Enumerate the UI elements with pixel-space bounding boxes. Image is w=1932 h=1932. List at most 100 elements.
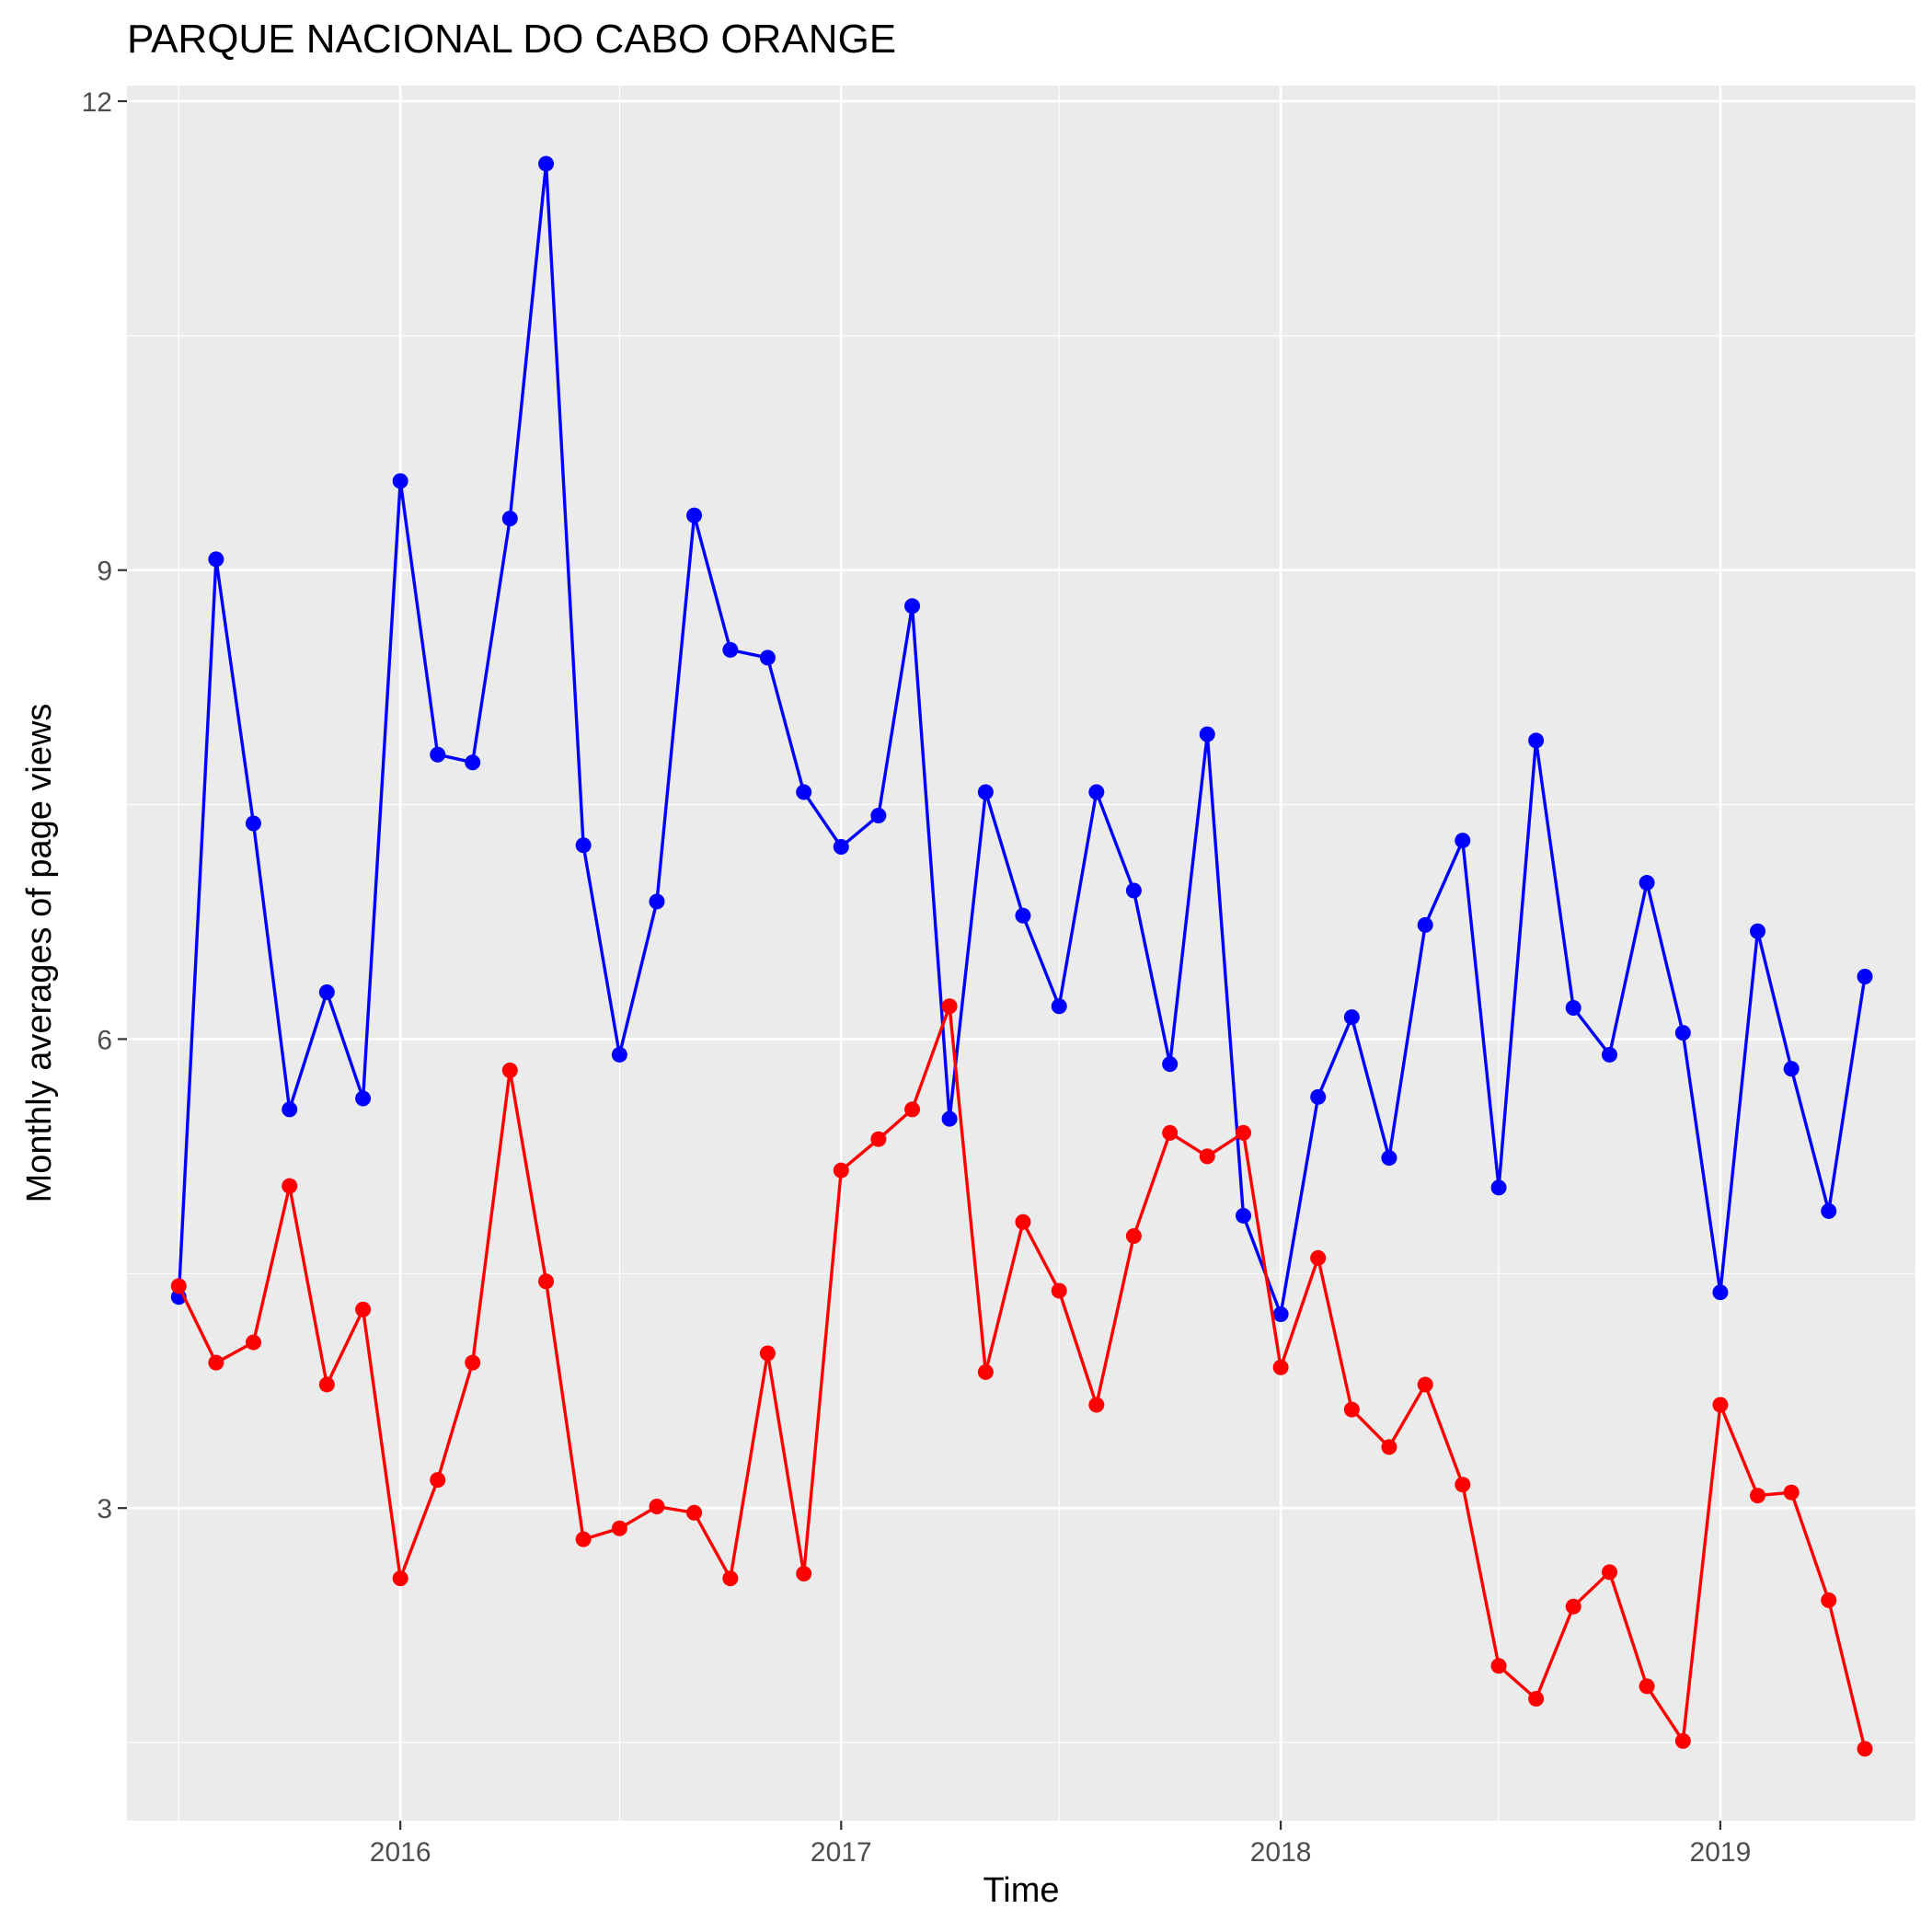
data-point xyxy=(941,1110,958,1127)
data-point xyxy=(1750,1488,1766,1504)
data-point xyxy=(170,1278,187,1294)
data-point xyxy=(501,511,518,527)
data-point xyxy=(1272,1359,1289,1375)
data-point xyxy=(318,1376,335,1393)
y-axis: 3 6 9 12 xyxy=(82,87,127,1524)
x-tick-label: 2018 xyxy=(1250,1837,1312,1868)
data-point xyxy=(1125,1228,1142,1245)
data-point xyxy=(1381,1150,1397,1167)
data-point xyxy=(1199,1148,1215,1165)
data-point xyxy=(1490,1658,1507,1674)
data-point xyxy=(796,784,812,800)
plot-panel xyxy=(127,86,1915,1821)
data-point xyxy=(1051,1282,1067,1299)
data-point xyxy=(208,551,224,568)
x-tick-label: 2017 xyxy=(811,1837,872,1868)
data-point xyxy=(904,598,921,615)
data-point xyxy=(1601,1046,1617,1063)
data-point xyxy=(686,507,703,523)
data-point xyxy=(465,754,481,771)
data-point xyxy=(1015,1213,1031,1230)
x-tick-label: 2016 xyxy=(370,1837,431,1868)
data-point xyxy=(977,1363,994,1380)
data-point xyxy=(1199,726,1215,742)
data-point xyxy=(1674,1025,1691,1041)
data-point xyxy=(245,815,261,832)
data-point xyxy=(1125,882,1142,899)
data-point xyxy=(430,1472,446,1489)
data-point xyxy=(904,1101,921,1118)
data-point xyxy=(1639,1678,1655,1695)
data-point xyxy=(501,1062,518,1078)
data-point xyxy=(686,1504,703,1521)
data-point xyxy=(575,1531,592,1547)
data-point xyxy=(649,893,665,910)
data-point xyxy=(282,1101,298,1118)
x-tick-label: 2019 xyxy=(1690,1837,1752,1868)
data-point xyxy=(392,1570,408,1587)
data-point xyxy=(1088,784,1105,800)
data-point xyxy=(1528,1690,1545,1707)
data-point xyxy=(611,1520,627,1536)
data-point xyxy=(318,983,335,1000)
y-tick-label: 3 xyxy=(97,1494,112,1524)
data-point xyxy=(538,1273,555,1290)
data-point xyxy=(833,1162,849,1179)
data-point xyxy=(1857,968,1873,984)
data-point xyxy=(1236,1207,1252,1224)
data-point xyxy=(1712,1397,1729,1413)
data-point xyxy=(575,837,592,854)
data-point xyxy=(1310,1249,1327,1266)
data-point xyxy=(245,1334,261,1351)
data-point xyxy=(1783,1061,1800,1077)
data-point xyxy=(538,155,555,172)
data-point xyxy=(722,1570,739,1587)
data-point xyxy=(1674,1732,1691,1749)
data-point xyxy=(1712,1284,1729,1301)
data-point xyxy=(977,784,994,800)
data-point xyxy=(1015,907,1031,924)
data-point xyxy=(1750,923,1766,939)
data-point xyxy=(1162,1056,1179,1073)
data-point xyxy=(1236,1124,1252,1141)
data-point xyxy=(1417,916,1433,933)
y-tick-label: 6 xyxy=(97,1025,112,1055)
data-point xyxy=(282,1178,298,1194)
data-point xyxy=(1455,1477,1471,1493)
chart-title: PARQUE NACIONAL DO CABO ORANGE xyxy=(127,17,896,62)
data-point xyxy=(1272,1305,1289,1322)
data-point xyxy=(759,650,776,666)
data-point xyxy=(870,807,887,823)
data-point xyxy=(1417,1376,1433,1393)
data-point xyxy=(1601,1564,1617,1581)
grid-minor xyxy=(127,86,1915,1821)
data-point xyxy=(355,1301,372,1317)
data-point xyxy=(941,998,958,1015)
data-point xyxy=(1343,1009,1360,1026)
x-axis: 2016 2017 2018 2019 xyxy=(370,1821,1752,1868)
series-layer xyxy=(170,155,1873,1757)
y-tick-label: 12 xyxy=(82,87,112,118)
data-point xyxy=(1857,1741,1873,1757)
data-point xyxy=(796,1566,812,1582)
data-point xyxy=(430,746,446,763)
data-point xyxy=(1310,1088,1327,1105)
data-point xyxy=(1051,998,1067,1015)
data-point xyxy=(1821,1592,1837,1608)
data-point xyxy=(833,838,849,855)
data-point xyxy=(465,1354,481,1371)
data-point xyxy=(1381,1439,1397,1455)
data-point xyxy=(722,641,739,658)
data-point xyxy=(355,1090,372,1107)
data-point xyxy=(1455,833,1471,849)
data-point xyxy=(208,1354,224,1371)
data-point xyxy=(611,1046,627,1063)
data-point xyxy=(1565,999,1581,1016)
data-point xyxy=(1490,1179,1507,1196)
data-point xyxy=(392,473,408,489)
data-point xyxy=(870,1131,887,1147)
data-point xyxy=(1783,1484,1800,1501)
x-axis-title: Time xyxy=(983,1871,1059,1910)
data-point xyxy=(1821,1202,1837,1219)
